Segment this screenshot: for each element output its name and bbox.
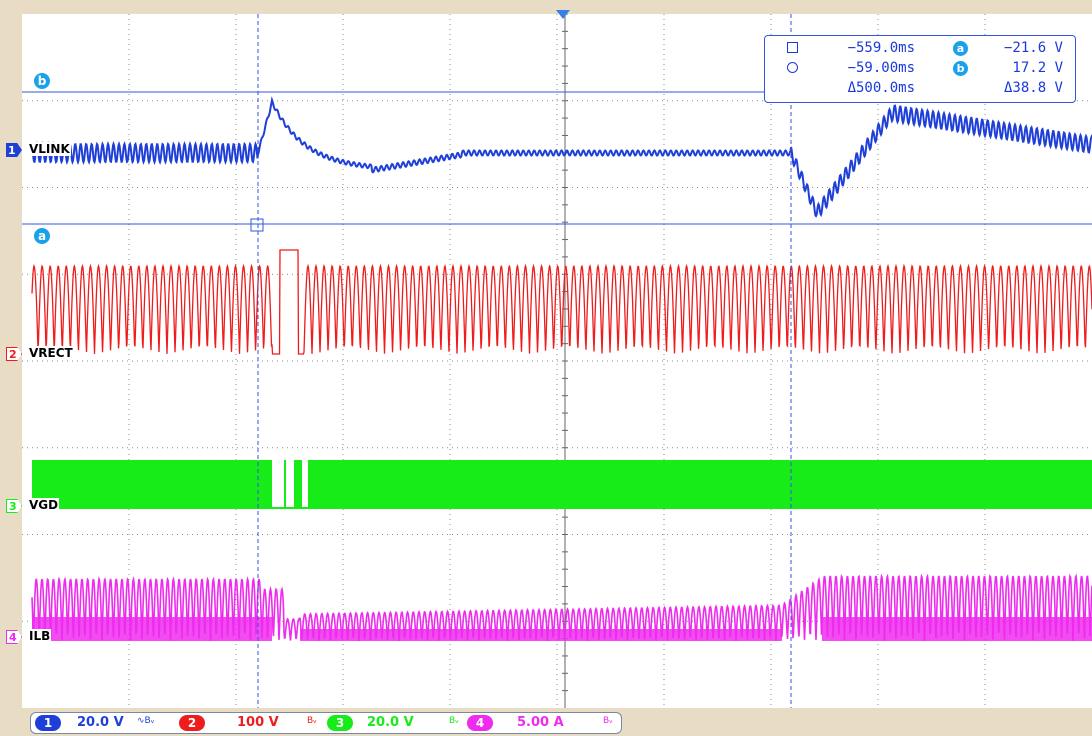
ch1-bw-icon: ∿Bᵥ bbox=[137, 716, 155, 726]
ch1-label: VLINK bbox=[28, 142, 71, 156]
ch3-label: VGD bbox=[28, 498, 60, 512]
cursor-a-badge[interactable]: a bbox=[34, 228, 50, 244]
ch3-bw-icon: Bᵥ bbox=[449, 716, 459, 726]
square-cursor-icon bbox=[787, 42, 798, 53]
cursor-square-marker bbox=[250, 218, 264, 232]
ch2-label: VRECT bbox=[28, 346, 74, 360]
ch1-chip[interactable]: 1 bbox=[35, 715, 61, 731]
channel-settings-bar: 1 20.0 V ∿Bᵥ 2 100 V Bᵥ 3 20.0 V Bᵥ 4 5.… bbox=[30, 712, 622, 734]
trigger-position-icon bbox=[556, 10, 570, 19]
ilb-trace bbox=[31, 573, 1092, 642]
delta-value: Δ38.8 V bbox=[1003, 80, 1063, 96]
plot-area bbox=[22, 14, 1092, 708]
ch2-scale: 100 V bbox=[237, 715, 279, 730]
vgd-trace bbox=[32, 460, 272, 508]
vgd-trace bbox=[294, 460, 302, 508]
waveform-plot bbox=[22, 14, 1092, 708]
ch2-chip[interactable]: 2 bbox=[179, 715, 205, 731]
readout-row-2: −59.00ms b 17.2 V bbox=[765, 60, 1075, 78]
vlink-trace bbox=[31, 96, 1092, 218]
ilb-fill-mid bbox=[300, 629, 782, 641]
delta-time: Δ500.0ms bbox=[847, 80, 915, 96]
cursor-a-icon: a bbox=[953, 41, 968, 56]
ch4-scale: 5.00 A bbox=[517, 715, 564, 730]
vgd-trace bbox=[284, 460, 286, 508]
ch3-chip[interactable]: 3 bbox=[327, 715, 353, 731]
ch2-marker[interactable]: 2 bbox=[6, 347, 22, 361]
readout-row-3: Δ500.0ms Δ38.8 V bbox=[765, 80, 1075, 98]
cursor2-time: −59.00ms bbox=[847, 60, 915, 76]
vrect-trace bbox=[31, 249, 1092, 355]
ch1-marker[interactable]: 1 bbox=[6, 143, 22, 157]
ch2-bw-icon: Bᵥ bbox=[307, 716, 317, 726]
circle-cursor-icon bbox=[787, 62, 798, 73]
ch3-scale: 20.0 V bbox=[367, 715, 414, 730]
cursor-b-icon: b bbox=[953, 61, 968, 76]
ch1-scale: 20.0 V bbox=[77, 715, 124, 730]
ch4-marker[interactable]: 4 bbox=[6, 630, 22, 644]
ch4-bw-icon: Bᵥ bbox=[603, 716, 613, 726]
cursor-a-value: −21.6 V bbox=[1003, 40, 1063, 56]
ilb-fill-left bbox=[32, 617, 272, 641]
ilb-fill-right bbox=[822, 617, 1092, 641]
cursor-readout: −559.0ms a −21.6 V −59.00ms b 17.2 V Δ50… bbox=[764, 35, 1076, 103]
cursor1-time: −559.0ms bbox=[847, 40, 915, 56]
ch4-chip[interactable]: 4 bbox=[467, 715, 493, 731]
ch3-marker[interactable]: 3 bbox=[6, 499, 22, 513]
waveforms bbox=[31, 96, 1092, 642]
readout-row-1: −559.0ms a −21.6 V bbox=[765, 40, 1075, 58]
cursor-b-value: 17.2 V bbox=[1012, 60, 1063, 76]
vgd-trace bbox=[308, 460, 1092, 508]
cursors bbox=[22, 14, 1092, 708]
cursor-b-badge[interactable]: b bbox=[34, 73, 50, 89]
ch4-label: ILB bbox=[28, 629, 52, 643]
